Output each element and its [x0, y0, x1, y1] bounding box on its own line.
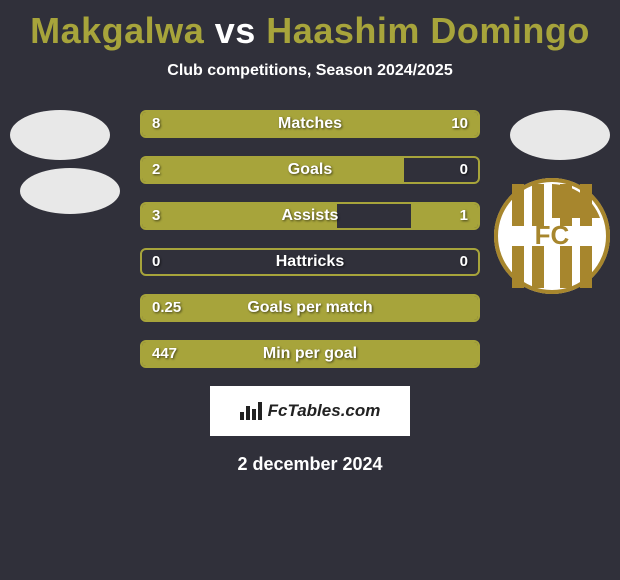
bar-label: Matches	[142, 112, 478, 136]
subtitle: Club competitions, Season 2024/2025	[0, 62, 620, 80]
attribution-box: FcTables.com	[210, 386, 410, 436]
page-title: Makgalwa vs Haashim Domingo	[0, 0, 620, 52]
stat-row-min-per-goal: 447Min per goal	[140, 340, 480, 368]
stat-row-goals-per-match: 0.25Goals per match	[140, 294, 480, 322]
bar-label: Hattricks	[142, 250, 478, 274]
bar-label: Goals per match	[142, 296, 478, 320]
title-vs: vs	[215, 10, 256, 51]
bar-label: Goals	[142, 158, 478, 182]
date-text: 2 december 2024	[0, 454, 620, 475]
comparison-chart: 810Matches 20Goals 31Assists 00Hattricks 0.2…	[0, 110, 620, 368]
bar-label: Min per goal	[142, 342, 478, 366]
bar-label: Assists	[142, 204, 478, 228]
attribution-text: FcTables.com	[268, 401, 381, 421]
stat-row-hattricks: 00Hattricks	[140, 248, 480, 276]
stat-row-matches: 810Matches	[140, 110, 480, 138]
title-player2: Haashim Domingo	[266, 10, 590, 51]
attribution-icon	[240, 402, 262, 420]
stat-row-goals: 20Goals	[140, 156, 480, 184]
title-player1: Makgalwa	[30, 10, 204, 51]
stat-row-assists: 31Assists	[140, 202, 480, 230]
